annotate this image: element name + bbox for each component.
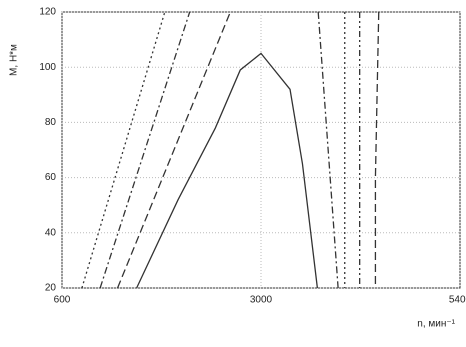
line-series	[116, 11, 380, 289]
y-axis-label: M, Н*м	[9, 44, 20, 76]
y-tick-label: 40	[45, 227, 57, 238]
line-series	[136, 52, 319, 289]
y-tick-label: 120	[39, 7, 56, 18]
y-tick-label: 20	[45, 283, 57, 294]
y-tick-label: 80	[45, 117, 57, 128]
line-series	[99, 11, 339, 289]
y-tick-label: 60	[45, 172, 57, 183]
line-series	[81, 11, 346, 289]
x-tick-label: 5400	[449, 295, 466, 306]
y-tick-label: 100	[39, 62, 56, 73]
x-tick-label: 600	[54, 295, 71, 306]
x-axis-label: n, мин⁻¹	[417, 319, 455, 330]
x-tick-label: 3000	[250, 295, 273, 306]
